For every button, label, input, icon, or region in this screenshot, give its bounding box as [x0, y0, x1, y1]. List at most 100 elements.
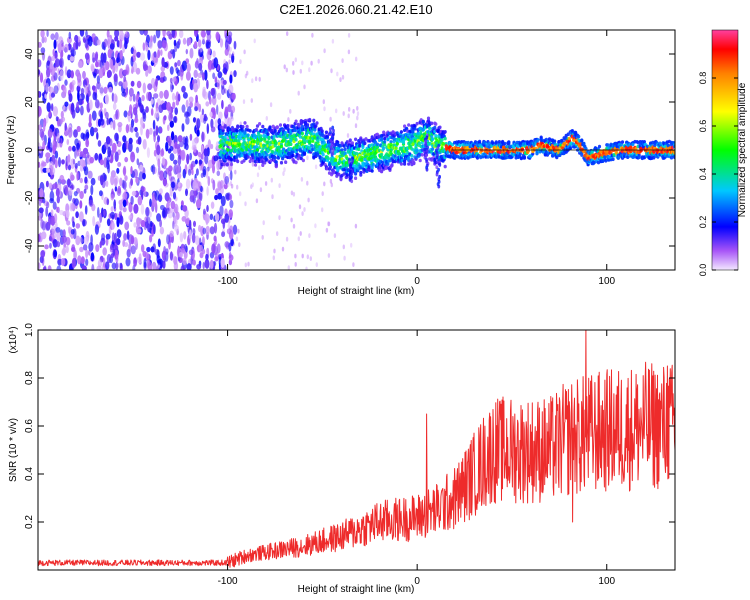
- noise-cell: [181, 85, 186, 93]
- noise-cell: [38, 161, 41, 168]
- noise-cell: [113, 93, 118, 104]
- signal-cell: [386, 137, 390, 142]
- noise-cell: [76, 85, 81, 93]
- noise-cell: [321, 191, 324, 197]
- noise-cell: [139, 30, 145, 35]
- signal-cell: [221, 146, 225, 151]
- noise-cell: [251, 78, 254, 84]
- noise-cell: [55, 116, 59, 122]
- signal-cell: [236, 159, 240, 164]
- noise-cell: [185, 71, 191, 81]
- signal-cell: [343, 151, 347, 155]
- noise-cell: [305, 266, 308, 270]
- noise-cell: [228, 209, 233, 219]
- noise-cell: [247, 261, 250, 267]
- signal-cell: [223, 135, 227, 139]
- noise-cell: [62, 104, 66, 111]
- noise-cell: [85, 249, 89, 259]
- noise-cell: [115, 262, 119, 270]
- noise-cell: [68, 145, 72, 152]
- signal-cell: [324, 130, 328, 135]
- noise-cell: [306, 180, 309, 186]
- noise-cell: [59, 118, 63, 125]
- noise-cell: [130, 178, 134, 186]
- noise-cell: [300, 177, 304, 182]
- noise-cell: [167, 135, 172, 142]
- noise-cell: [81, 265, 87, 270]
- signal-cell: [337, 172, 341, 177]
- noise-cell: [206, 41, 211, 49]
- noise-cell: [67, 178, 71, 188]
- noise-cell: [56, 206, 60, 214]
- signal-cell: [273, 129, 277, 133]
- noise-cell: [39, 187, 44, 198]
- noise-cell: [333, 233, 337, 239]
- noise-cell: [177, 172, 182, 180]
- noise-cell: [292, 191, 296, 197]
- noise-cell: [114, 186, 118, 192]
- noise-cell: [50, 92, 56, 98]
- noise-cell: [339, 77, 342, 82]
- noise-cell: [292, 61, 295, 66]
- noise-cell: [157, 49, 161, 59]
- noise-cell: [84, 184, 89, 190]
- noise-cell: [262, 220, 265, 226]
- signal-cell: [295, 148, 299, 152]
- noise-cell: [287, 265, 290, 270]
- noise-cell: [39, 72, 44, 83]
- noise-cell: [214, 213, 220, 222]
- signal-cell: [222, 162, 226, 167]
- signal-cell: [297, 124, 301, 128]
- noise-cell: [90, 65, 95, 72]
- noise-cell: [129, 95, 133, 102]
- signal-cell: [306, 125, 310, 130]
- noise-cell: [355, 56, 358, 62]
- snr-ylabel: SNR (10 * v/v): [8, 418, 19, 482]
- signal-cell: [491, 141, 495, 146]
- noise-cell: [297, 90, 300, 96]
- noise-cell: [38, 262, 41, 270]
- noise-cell: [196, 198, 202, 209]
- noise-cell: [203, 148, 208, 157]
- signal-cell: [350, 141, 354, 145]
- noise-cell: [216, 243, 221, 254]
- noise-cell: [88, 242, 94, 252]
- noise-cell: [194, 30, 198, 37]
- signal-cell: [237, 138, 241, 143]
- noise-cell: [330, 68, 333, 74]
- noise-cell: [173, 159, 178, 165]
- snr-ytick-label: 0.8: [24, 371, 35, 385]
- noise-cell: [137, 136, 142, 145]
- noise-cell: [224, 175, 230, 185]
- noise-cell: [229, 170, 233, 181]
- noise-cell: [169, 251, 173, 261]
- signal-cell: [284, 160, 288, 164]
- noise-cell: [109, 43, 115, 50]
- noise-cell: [356, 106, 359, 111]
- noise-cell: [45, 206, 49, 217]
- colorbar-label: Normalized spectral amplitude: [737, 82, 748, 217]
- noise-cell: [61, 235, 67, 244]
- signal-cell: [370, 165, 374, 170]
- noise-cell: [185, 99, 189, 108]
- noise-cell: [180, 265, 185, 270]
- signal-cell: [522, 156, 527, 160]
- noise-cell: [96, 132, 99, 140]
- signal-cell: [335, 155, 339, 159]
- noise-cell: [107, 48, 112, 59]
- noise-cell: [91, 110, 97, 121]
- signal-cell: [263, 160, 267, 165]
- noise-cell: [46, 67, 51, 78]
- signal-cell: [350, 179, 354, 184]
- noise-cell: [250, 98, 253, 103]
- noise-cell: [124, 156, 129, 163]
- noise-cell: [43, 36, 47, 43]
- noise-cell: [216, 79, 221, 90]
- noise-cell: [222, 79, 227, 85]
- noise-cell: [62, 246, 66, 256]
- noise-cell: [169, 145, 174, 152]
- noise-cell: [40, 250, 46, 258]
- noise-cell: [189, 48, 194, 59]
- noise-cell: [103, 38, 108, 48]
